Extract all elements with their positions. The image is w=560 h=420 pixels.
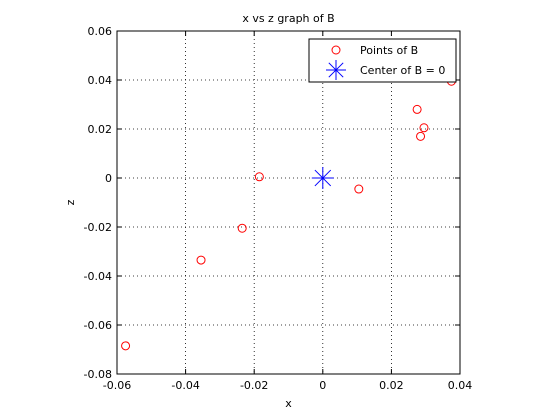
data-point [237,223,247,233]
y-tick-label: 0 [105,172,112,185]
star-stroke [328,62,344,78]
x-tick-label: 0.04 [448,379,473,392]
legend-marker-star [326,60,346,80]
data-point [196,255,206,265]
legend-label: Points of B [360,44,418,57]
legend-box [308,38,457,83]
chart-title: x vs z graph of B [242,12,334,25]
y-tick-label: -0.04 [84,270,112,283]
axis-ticks: -0.06 -0.04 -0.02 0 0.02 0.04-0.08-0.06-0.04-… [84,25,473,392]
center-point [311,167,334,189]
y-tick-label: -0.08 [84,368,112,381]
data-point [121,341,131,351]
plot-area [116,30,461,375]
x-tick-label: -0.04 [171,379,199,392]
y-tick-label: 0.06 [88,25,113,38]
data-point [419,123,429,133]
x-tick-label: 0.02 [379,379,404,392]
data-point [412,104,422,114]
x-tick-label: 0 [319,379,326,392]
data-point [254,172,264,182]
legend: Points of B Center of B = 0 [308,38,457,83]
legend-marker-circle [331,45,341,55]
star-stroke [314,169,332,187]
legend-label: Center of B = 0 [360,64,445,77]
y-tick-label: 0.02 [88,123,113,136]
y-tick-label: -0.06 [84,319,112,332]
x-tick-label: -0.02 [240,379,268,392]
y-tick-label: 0.04 [88,74,113,87]
data-point [354,184,364,194]
y-tick-label: -0.02 [84,221,112,234]
x-tick-label: -0.06 [103,379,131,392]
data-point [416,131,426,141]
x-axis-label: x [285,397,292,410]
y-axis-label: z [64,199,77,205]
